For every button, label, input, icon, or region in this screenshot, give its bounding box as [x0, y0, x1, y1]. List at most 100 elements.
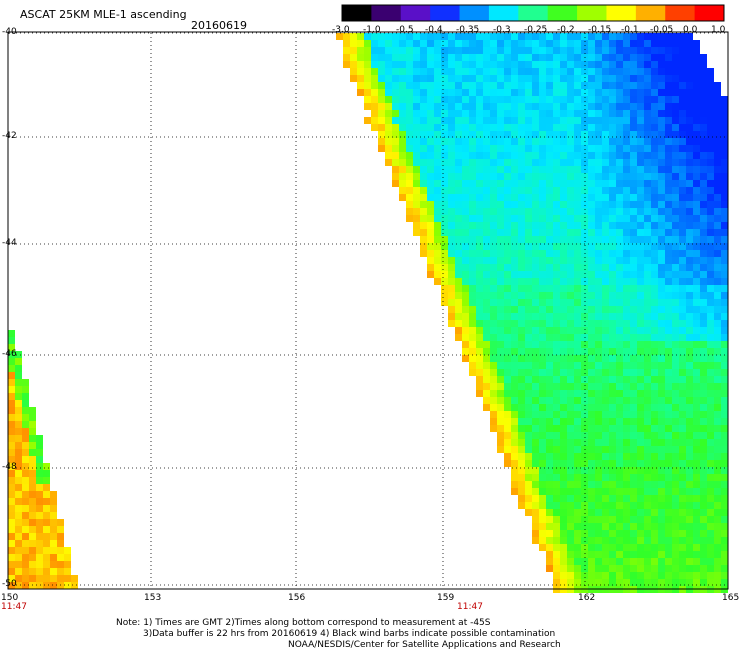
swath-pixel — [490, 404, 497, 411]
swath-pixel — [420, 208, 427, 215]
swath-pixel — [567, 75, 574, 82]
swath-pixel — [672, 509, 679, 516]
swath-pixel — [560, 313, 567, 320]
swath-pixel — [490, 362, 497, 369]
swath-pixel — [651, 89, 658, 96]
swath-pixel — [553, 103, 560, 110]
time-label: 11:47 — [457, 602, 483, 612]
swath-pixel — [672, 313, 679, 320]
swath-pixel — [651, 299, 658, 306]
swath-pixel — [581, 516, 588, 523]
swath-pixel — [595, 313, 602, 320]
swath-pixel — [672, 481, 679, 488]
swath-pixel — [665, 523, 672, 530]
swath-pixel — [651, 481, 658, 488]
swath-pixel — [714, 180, 721, 187]
swath-pixel — [560, 467, 567, 474]
swath-pixel — [651, 558, 658, 565]
swath-pixel — [448, 271, 455, 278]
swath-pixel — [581, 61, 588, 68]
swath-pixel — [623, 173, 630, 180]
swath-pixel — [686, 320, 693, 327]
swath-pixel — [623, 257, 630, 264]
swath-pixel — [721, 446, 728, 453]
swath-pixel — [553, 152, 560, 159]
swath-pixel — [714, 341, 721, 348]
swath-pixel — [581, 201, 588, 208]
swath-pixel — [602, 397, 609, 404]
swath-pixel — [700, 376, 707, 383]
swath-pixel — [546, 495, 553, 502]
swath-pixel — [553, 82, 560, 89]
swath-pixel — [602, 68, 609, 75]
swath-pixel — [385, 103, 392, 110]
swath-pixel — [693, 425, 700, 432]
swath-pixel — [665, 390, 672, 397]
swath-pixel — [574, 208, 581, 215]
swath-pixel — [476, 271, 483, 278]
swath-pixel — [378, 110, 385, 117]
swath-pixel — [469, 187, 476, 194]
swath-pixel — [637, 383, 644, 390]
swath-pixel — [546, 523, 553, 530]
swath-pixel — [574, 404, 581, 411]
swath-pixel — [22, 393, 29, 400]
swath-pixel — [525, 54, 532, 61]
swath-pixel — [637, 75, 644, 82]
swath-pixel — [511, 54, 518, 61]
swath-pixel — [546, 180, 553, 187]
swath-pixel — [574, 152, 581, 159]
swath-pixel — [644, 572, 651, 579]
swath-pixel — [630, 327, 637, 334]
swath-pixel — [406, 61, 413, 68]
swath-pixel — [637, 467, 644, 474]
swath-pixel — [399, 40, 406, 47]
swath-pixel — [700, 397, 707, 404]
swath-pixel — [455, 194, 462, 201]
swath-pixel — [518, 208, 525, 215]
swath-pixel — [546, 411, 553, 418]
swath-pixel — [462, 306, 469, 313]
swath-pixel — [665, 488, 672, 495]
swath-pixel — [518, 292, 525, 299]
swath-pixel — [679, 551, 686, 558]
swath-pixel — [588, 523, 595, 530]
swath-pixel — [462, 173, 469, 180]
swath-pixel — [581, 47, 588, 54]
swath-pixel — [581, 187, 588, 194]
swath-pixel — [490, 33, 497, 40]
swath-pixel — [574, 264, 581, 271]
swath-pixel — [637, 166, 644, 173]
swath-pixel — [511, 432, 518, 439]
swath-pixel — [686, 432, 693, 439]
swath-pixel — [595, 474, 602, 481]
swath-pixel — [714, 327, 721, 334]
swath-pixel — [546, 509, 553, 516]
swath-pixel — [616, 313, 623, 320]
swath-pixel — [469, 348, 476, 355]
swath-pixel — [532, 103, 539, 110]
swath-pixel — [581, 82, 588, 89]
swath-pixel — [504, 215, 511, 222]
swath-pixel — [36, 435, 43, 442]
swath-pixel — [406, 131, 413, 138]
swath-pixel — [609, 397, 616, 404]
swath-pixel — [602, 390, 609, 397]
swath-pixel — [714, 362, 721, 369]
swath-pixel — [546, 341, 553, 348]
swath-pixel — [427, 47, 434, 54]
swath-pixel — [651, 425, 658, 432]
swath-pixel — [700, 439, 707, 446]
swath-pixel — [378, 138, 385, 145]
swath-pixel — [441, 243, 448, 250]
swath-pixel — [518, 166, 525, 173]
swath-pixel — [567, 579, 574, 586]
swath-pixel — [693, 194, 700, 201]
swath-pixel — [574, 474, 581, 481]
swath-pixel — [679, 82, 686, 89]
swath-pixel — [546, 89, 553, 96]
swath-pixel — [721, 348, 728, 355]
swath-pixel — [497, 89, 504, 96]
swath-pixel — [462, 187, 469, 194]
swath-pixel — [574, 229, 581, 236]
